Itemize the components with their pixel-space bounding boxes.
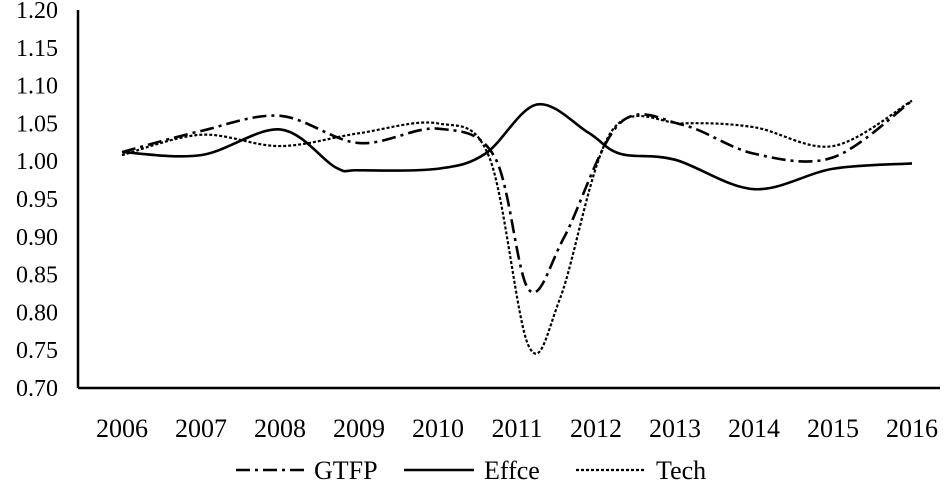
series-line-effce bbox=[121, 102, 913, 191]
legend: GTFP Effce Tech bbox=[236, 456, 706, 482]
legend-label-tech: Tech bbox=[656, 456, 706, 482]
y-axis-ticks: 0.70 0.75 0.80 0.85 0.90 0.95 1.00 1.05 1.10 1.15… bbox=[16, 0, 58, 402]
y-tick-label: 0.80 bbox=[16, 300, 58, 326]
y-tick-label: 0.85 bbox=[16, 263, 58, 289]
x-tick-label: 2009 bbox=[333, 414, 385, 443]
legend-label-effce: Effce bbox=[484, 456, 540, 482]
y-tick-label: 1.10 bbox=[16, 74, 58, 100]
y-tick-label: 0.70 bbox=[16, 376, 58, 402]
series-line-gtfp bbox=[121, 99, 913, 294]
x-tick-label: 2016 bbox=[886, 414, 938, 443]
x-tick-label: 2012 bbox=[570, 414, 622, 443]
y-tick-label: 1.15 bbox=[16, 36, 58, 62]
legend-label-gtfp: GTFP bbox=[314, 456, 378, 482]
x-tick-label: 2010 bbox=[412, 414, 464, 443]
x-tick-label: 2011 bbox=[491, 414, 542, 443]
x-tick-label: 2007 bbox=[175, 414, 227, 443]
y-tick-label: 0.75 bbox=[16, 338, 58, 364]
x-tick-label: 2014 bbox=[728, 414, 780, 443]
series-line-tech bbox=[121, 99, 913, 355]
y-tick-label: 1.05 bbox=[16, 111, 58, 137]
y-tick-label: 1.00 bbox=[16, 149, 58, 175]
x-tick-label: 2013 bbox=[649, 414, 701, 443]
x-tick-label: 2008 bbox=[254, 414, 306, 443]
y-tick-label: 0.95 bbox=[16, 187, 58, 213]
x-tick-label: 2015 bbox=[807, 414, 859, 443]
y-tick-label: 0.90 bbox=[16, 225, 58, 251]
series-lines bbox=[121, 99, 913, 355]
x-tick-label: 2006 bbox=[96, 414, 148, 443]
y-tick-label: 1.20 bbox=[16, 0, 58, 24]
x-axis-ticks: 2006 2007 2008 2009 2010 2011 2012 2013 2014 2015… bbox=[96, 414, 938, 443]
